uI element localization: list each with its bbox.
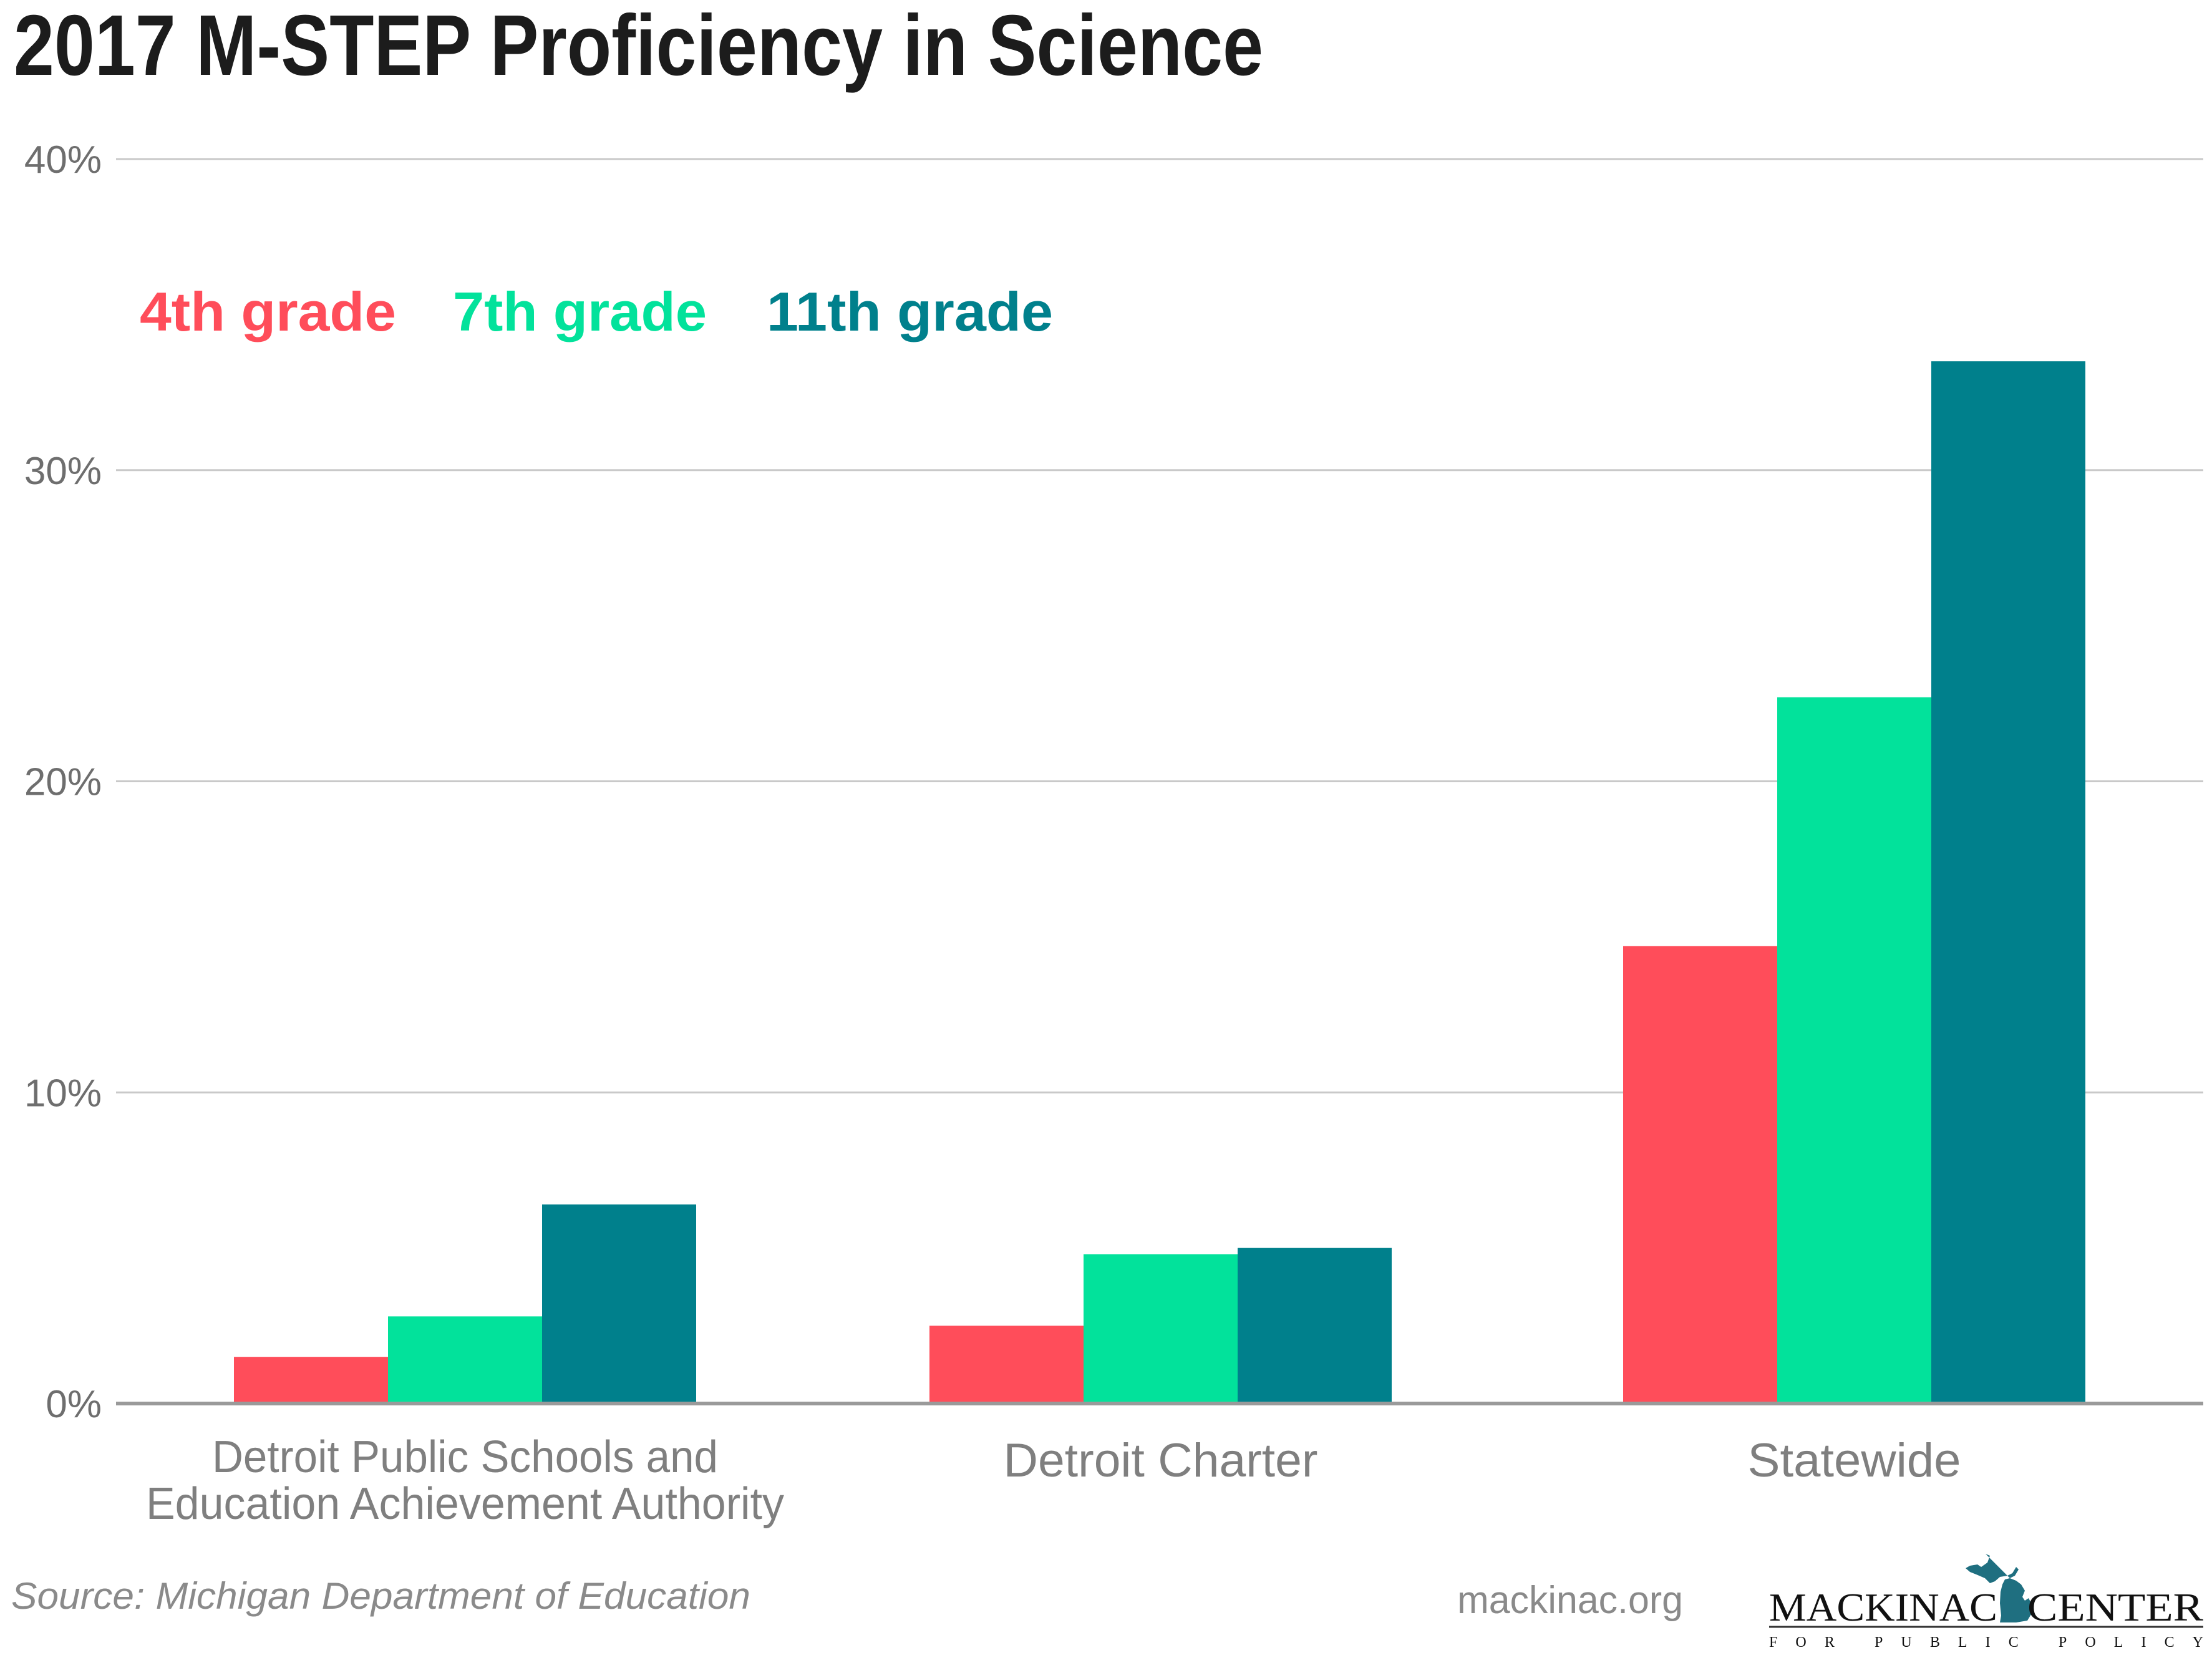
y-tick-label: 40% [24,138,102,182]
category-label: Statewide [1748,1434,1961,1487]
logo-name-left: MACKINAC [1769,1585,1997,1629]
bar-11th-grade-1 [1238,1248,1392,1404]
category-label: Education Achievement Authority [146,1479,784,1529]
y-axis-tick-labels: 0% 10% 20% 30% 40% [24,138,102,1426]
bar-7th-grade-2 [1777,697,1931,1404]
bar-4th-grade-2 [1623,946,1777,1404]
y-tick-label: 10% [24,1072,102,1115]
bar-4th-grade-0 [234,1357,388,1404]
site-url[interactable]: mackinac.org [1457,1579,1683,1622]
bars [234,361,2085,1404]
bar-7th-grade-0 [388,1316,542,1404]
y-tick-label: 30% [24,450,102,493]
chart-title: 2017 M-STEP Proficiency in Science [14,0,1263,94]
legend-item: 11th grade [767,281,1053,342]
michigan-map-icon [1966,1554,2032,1622]
category-label: Detroit Public Schools and [212,1432,718,1482]
source-note: Source: Michigan Department of Education [11,1575,750,1617]
logo-name-right: CENTER [2027,1585,2203,1629]
bar-11th-grade-0 [542,1204,696,1404]
legend-item: 4th grade [140,281,396,342]
bar-7th-grade-1 [1084,1254,1238,1404]
legend-item: 7th grade [453,281,707,342]
legend: 4th grade 7th grade 11th grade [140,281,1053,342]
category-label: Detroit Charter [1004,1434,1318,1487]
bar-4th-grade-1 [929,1326,1084,1404]
bar-11th-grade-2 [1931,361,2085,1404]
y-tick-label: 20% [24,761,102,804]
y-tick-label: 0% [46,1383,102,1426]
